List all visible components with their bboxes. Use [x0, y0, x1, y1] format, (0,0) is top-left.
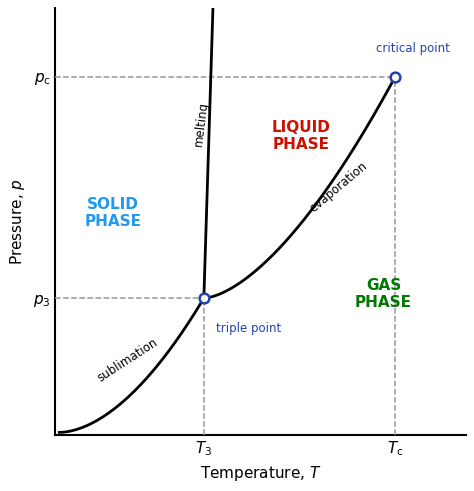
Text: critical point: critical point [376, 42, 450, 55]
Text: sublimation: sublimation [94, 336, 160, 384]
Text: melting: melting [192, 100, 210, 147]
X-axis label: Temperature, $T$: Temperature, $T$ [200, 464, 321, 483]
Text: triple point: triple point [216, 322, 281, 334]
Text: GAS
PHASE: GAS PHASE [355, 278, 412, 310]
Text: SOLID
PHASE: SOLID PHASE [84, 197, 141, 229]
Text: LIQUID
PHASE: LIQUID PHASE [272, 120, 331, 152]
Y-axis label: Pressure, $p$: Pressure, $p$ [9, 178, 27, 265]
Text: evaporation: evaporation [307, 160, 370, 215]
